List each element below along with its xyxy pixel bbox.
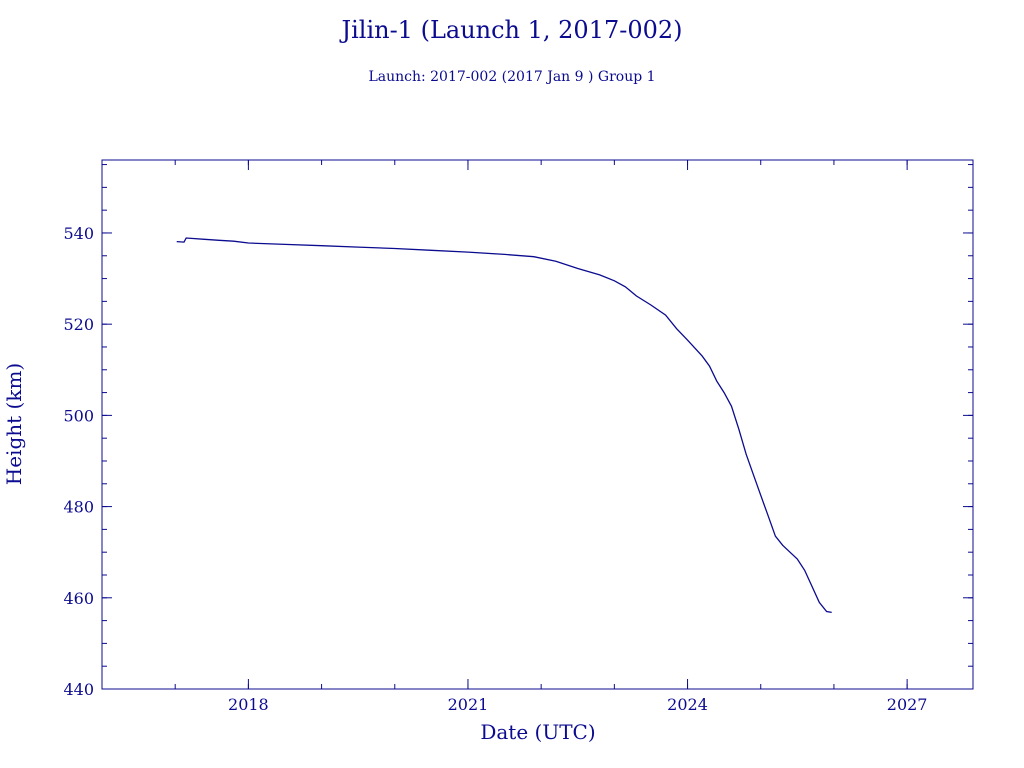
y-axis: 440 460 480 500 520 540 (63, 164, 973, 699)
chart-title: Jilin-1 (Launch 1, 2017-002) (338, 16, 682, 44)
plot-frame (101, 159, 974, 690)
y-tick-label: 440 (63, 680, 94, 699)
series-line-0 (176, 237, 832, 614)
y-axis-label: Height (km) (2, 363, 26, 485)
x-tick-label: 2024 (667, 695, 708, 714)
y-tick-label: 480 (63, 498, 94, 517)
x-axis-label: Date (UTC) (480, 720, 595, 744)
x-tick-label: 2018 (228, 695, 269, 714)
x-tick-label: 2027 (887, 695, 928, 714)
x-tick-label: 2021 (448, 695, 489, 714)
y-tick-label: 540 (63, 224, 94, 243)
chart-subtitle: Launch: 2017-002 (2017 Jan 9 ) Group 1 (368, 69, 655, 85)
y-tick-label: 520 (63, 315, 94, 334)
series-layer (176, 237, 832, 614)
y-tick-label: 500 (63, 406, 94, 425)
y-tick-label: 460 (63, 589, 94, 608)
x-axis: 2018 2021 2024 2027 (101, 160, 928, 714)
